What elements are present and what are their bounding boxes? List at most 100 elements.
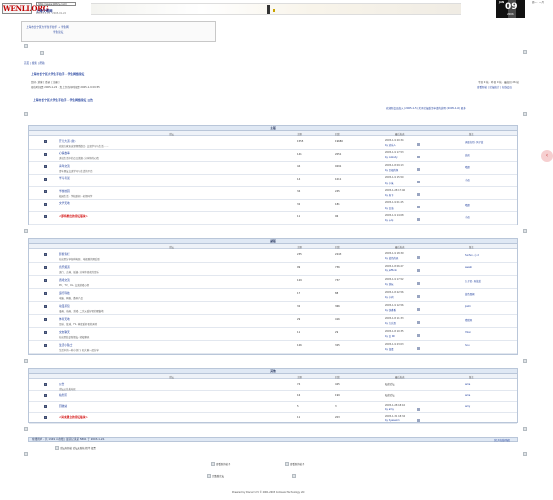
forum-name-link[interactable]: 音乐频道: [59, 264, 70, 269]
moderator-link[interactable]: jiami: [465, 305, 471, 308]
last-post-author[interactable]: by 蓝色的天: [385, 257, 399, 260]
forum-row[interactable]: 学校校园 校园生活 · 学校新闻 · 老师同学 34 245 2005-1-28 17:…: [29, 187, 517, 200]
goto-last-post-icon[interactable]: [417, 334, 420, 337]
last-post-author[interactable]: by 游玩: [385, 283, 394, 286]
last-post-author[interactable]: by 小朱: [385, 181, 394, 185]
moderator-link[interactable]: hou: [465, 344, 470, 347]
user-status[interactable]: 您好, 游客 [ 登录 | 注册 ]: [31, 81, 60, 84]
goto-last-post-icon[interactable]: [417, 347, 420, 350]
breadcrumb[interactable]: 上海市长宁区大学生手拉手 → 学生网: [26, 26, 69, 29]
goto-last-post-icon[interactable]: [417, 180, 420, 183]
site-logo[interactable]: WENLI.ORG: [2, 3, 49, 14]
forum-title[interactable]: 上海市长宁区大学生手拉手 · 学生网络论坛: [31, 72, 85, 76]
goto-last-post-icon[interactable]: [417, 143, 420, 146]
forum-row[interactable]: <即将推出的论坛版块> 11 96 2005-1-9 14:08 by 十年 小苗: [29, 212, 517, 225]
forum-row[interactable]: 游戏交流 PC、TV、OL, 交流游戏心得 129 737 2005-1-9 17:52…: [29, 276, 517, 289]
goto-last-post-icon[interactable]: [417, 308, 420, 311]
forum-name-link[interactable]: 运行科技: [59, 290, 70, 295]
moderator-link[interactable]: Yikai: [465, 331, 471, 334]
moderator-link[interactable]: 天使在烈, 风子蓝: [465, 141, 484, 144]
archive-link[interactable]: 完整版论坛: [212, 475, 224, 478]
goto-last-post-icon[interactable]: [417, 321, 420, 324]
last-post-author[interactable]: by 温柔: [385, 348, 394, 351]
last-post-author[interactable]: by 天下: [385, 194, 394, 197]
moderator-link[interactable]: 猎猎风: [465, 319, 473, 322]
goto-last-post-icon[interactable]: [417, 269, 420, 272]
forum-row[interactable]: 学习考试 14 1011 2005-1-9 15:50 by 小朱 小苗: [29, 175, 517, 187]
forum-row[interactable]: 开元大道 (新) 欢迎大家来这里畅所欲言, 交流学习与生活…… 1555 19680 2…: [29, 137, 517, 150]
last-post-author[interactable]: by 幸福的鱼: [385, 169, 399, 172]
moderator-link[interactable]: 蓝色雪枫: [465, 293, 475, 296]
goto-last-post-icon[interactable]: [417, 205, 420, 208]
moderator-link[interactable]: ame: [465, 394, 471, 397]
moderator-link[interactable]: awaki: [465, 266, 472, 269]
forum-row[interactable]: 回收站 5 3 2005-1-28 18:16 by amy amy: [29, 402, 517, 413]
goto-last-post-icon[interactable]: [417, 218, 420, 221]
forum-row[interactable]: <尚未建立的论坛板块> 11 203 2005-1-31 18:34 by hyeseo…: [29, 413, 517, 424]
last-post-author[interactable]: by amy: [385, 408, 394, 411]
last-post-author[interactable]: by 小鸡: [385, 296, 394, 299]
section-title[interactable]: 其他: [29, 369, 517, 374]
forum-name-link[interactable]: 学校校园: [59, 188, 70, 193]
stats-links[interactable]: 查看新帖 | 论坛统计 | 在线会员: [477, 86, 512, 89]
site-name[interactable]: 上海文明网: [36, 9, 53, 13]
goto-last-post-icon[interactable]: [417, 256, 420, 259]
moderator-link[interactable]: amy: [465, 405, 471, 408]
forum-row[interactable]: 影视专栏 在这里分享各种电影、电视剧的观后感 235 2243 2005-1-9 18:…: [29, 250, 517, 263]
forum-row[interactable]: 公告 论坛公告发布区 74 425 私密论坛 ame: [29, 380, 517, 391]
forum-name-link[interactable]: 动漫茶馆: [59, 303, 70, 308]
moderator-link[interactable]: 小苗: [465, 216, 470, 219]
forum-row[interactable]: 交友聊天 在这里结识新朋友, 轻松聊天 11 29 2005-1-8 10:35 by 沿…: [29, 328, 517, 341]
moderator-link[interactable]: 九子尼, 天蓝蓝: [465, 280, 481, 283]
forum-row[interactable]: 体育天地 足球、篮球、F1, 体育爱好者的天地 29 416 2005-1-8 11:3…: [29, 315, 517, 328]
moderator-link[interactable]: 晴朗: [465, 203, 470, 207]
goto-last-post-icon[interactable]: [417, 168, 420, 171]
forum-name-link[interactable]: 游戏交流: [59, 277, 70, 282]
last-post-author[interactable]: by nobody: [385, 155, 398, 159]
last-post-author[interactable]: by 沿 Wi: [385, 335, 395, 338]
announcement-title[interactable]: 上海市长宁区大学生手拉手 · 学生网络论坛 公告: [33, 98, 93, 102]
last-post-author[interactable]: by 十年: [385, 219, 394, 222]
forum-row[interactable]: 心情故事 诉说生活中的点点滴滴, 分享你的心情 141 2051 2005-1-9 17…: [29, 150, 517, 162]
forum-name-link[interactable]: <即将推出的论坛版块>: [59, 213, 88, 218]
forum-name-link[interactable]: 文学天地: [59, 201, 70, 205]
forum-name-link[interactable]: <尚未建立的论坛板块>: [59, 414, 88, 419]
goto-last-post-icon[interactable]: [417, 408, 420, 411]
goto-last-post-icon[interactable]: [417, 155, 420, 158]
announcement-links[interactable]: 欢迎新会员加入 (2005-1-5) 关于论坛版主申请的说明 (2005-1-6…: [386, 107, 466, 110]
forum-row[interactable]: 生活小贴士 生活中的一些小窍门, 和大家一起分享 126 325 2005-1-9 23…: [29, 341, 517, 354]
last-post-author[interactable]: by 快香香: [385, 309, 396, 312]
moderator-link[interactable]: ame: [465, 383, 471, 386]
forum-name-link[interactable]: 交友聊天: [59, 329, 70, 334]
forum-name-link[interactable]: 心情故事: [59, 151, 70, 155]
url-field[interactable]: http://www.jbttzy.com/: [36, 2, 76, 6]
last-post-author[interactable]: by 大兵哥: [385, 322, 396, 325]
forum-row[interactable]: 站务区 16 199 私密论坛 ame: [29, 391, 517, 402]
forum-name-link[interactable]: 回收站: [59, 403, 68, 408]
goto-last-post-icon[interactable]: [417, 282, 420, 285]
forum-name-link[interactable]: 开元大道 (新): [59, 138, 76, 143]
section-title[interactable]: 主版: [29, 126, 517, 131]
moderator-link[interactable]: funfun, 小 2: [465, 254, 479, 257]
section-title[interactable]: 副版: [29, 239, 517, 244]
forum-name-link[interactable]: 公告: [59, 381, 65, 386]
online-list-toggle[interactable]: [打开在线列表]: [494, 439, 511, 442]
breadcrumb-current[interactable]: 学生论坛: [53, 31, 64, 34]
goto-last-post-icon[interactable]: [417, 193, 420, 196]
forum-row[interactable]: 文学天地 32 181 2005-1-9 01:25 by 沿海 晴朗: [29, 200, 517, 212]
last-post-author[interactable]: by jeffunk: [385, 269, 397, 272]
new-posts-link[interactable]: 查看新的帖子: [216, 463, 231, 466]
new-posts-link-2[interactable]: 查看新的帖子: [290, 463, 305, 466]
last-post-author[interactable]: by hyeseom: [385, 419, 400, 422]
forum-name-link[interactable]: 青年交流: [59, 163, 70, 168]
forum-name-link[interactable]: 站务区: [59, 392, 68, 397]
last-post-author[interactable]: by 欢乐人: [385, 144, 396, 147]
goto-last-post-icon[interactable]: [417, 419, 420, 422]
forum-name-link[interactable]: 生活小贴士: [59, 342, 73, 347]
last-post-author[interactable]: by 沿海: [385, 206, 394, 210]
moderator-link[interactable]: 小苗: [465, 178, 470, 182]
forum-name-link[interactable]: 体育天地: [59, 316, 70, 321]
moderator-link[interactable]: 高岚: [465, 153, 470, 157]
forum-name-link[interactable]: 学习考试: [59, 176, 70, 180]
nav-links[interactable]: 首页 | 搜索 | 帮助: [24, 62, 45, 65]
